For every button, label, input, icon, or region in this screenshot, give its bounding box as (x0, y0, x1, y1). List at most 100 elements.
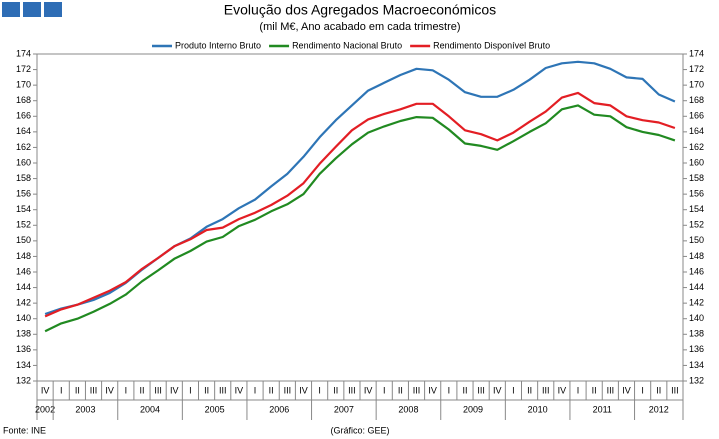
x-tick-label: II (656, 385, 661, 395)
y-tick-label: 146 (16, 266, 31, 276)
year-label: 2007 (334, 404, 354, 414)
x-tick-label: III (607, 385, 615, 395)
x-tick-label: IV (558, 385, 567, 395)
y2-tick-label: 158 (689, 173, 704, 183)
y-tick-label: 144 (16, 282, 31, 292)
x-tick-label: II (462, 385, 467, 395)
y2-tick-label: 134 (689, 360, 704, 370)
year-label: 2004 (140, 404, 160, 414)
y2-tick-label: 166 (689, 111, 704, 121)
y2-tick-label: 146 (689, 266, 704, 276)
x-tick-label: III (219, 385, 227, 395)
x-tick-label: I (383, 385, 386, 395)
chart-title: Evolução dos Agregados Macroeconómicos (224, 2, 496, 18)
x-tick-label: II (398, 385, 403, 395)
y2-tick-label: 154 (689, 204, 704, 214)
x-tick-label: III (671, 385, 679, 395)
x-tick-label: II (333, 385, 338, 395)
y-tick-label: 138 (16, 329, 31, 339)
x-tick-label: II (139, 385, 144, 395)
x-tick-label: I (125, 385, 128, 395)
y-tick-label: 170 (16, 80, 31, 90)
y2-tick-label: 136 (689, 344, 704, 354)
y2-tick-label: 150 (689, 235, 704, 245)
credit: (Gráfico: GEE) (330, 425, 389, 435)
logo-square (44, 2, 62, 17)
x-tick-label: III (284, 385, 292, 395)
y-tick-label: 174 (16, 48, 31, 58)
y-tick-label: 162 (16, 142, 31, 152)
year-label: 2011 (593, 404, 612, 414)
x-tick-label: II (592, 385, 597, 395)
y2-tick-label: 138 (689, 329, 704, 339)
y2-tick-label: 170 (689, 80, 704, 90)
series-line (44, 91, 676, 318)
year-label: 2008 (398, 404, 418, 414)
y-tick-label: 142 (16, 298, 31, 308)
y-tick-label: 150 (16, 235, 31, 245)
x-tick-label: I (577, 385, 580, 395)
plot-area (36, 53, 684, 382)
y-tick-label: 154 (16, 204, 31, 214)
x-tick-label: IV (428, 385, 437, 395)
x-tick-label: IV (493, 385, 502, 395)
x-tick-label: III (154, 385, 162, 395)
y-tick-label: 156 (16, 189, 31, 199)
year-label: 2002 (35, 404, 55, 414)
x-tick-label: I (448, 385, 451, 395)
y2-tick-label: 174 (689, 48, 704, 58)
x-tick-label: I (512, 385, 515, 395)
x-tick-label: IV (105, 385, 114, 395)
source: Fonte: INE (3, 425, 46, 435)
y2-tick-label: 168 (689, 95, 704, 105)
y2-tick-label: 144 (689, 282, 704, 292)
y-tick-label: 136 (16, 344, 31, 354)
year-label: 2010 (528, 404, 548, 414)
y-tick-label: 172 (16, 64, 31, 74)
x-tick-label: IV (622, 385, 631, 395)
legend-label: Rendimento Nacional Bruto (292, 40, 402, 50)
x-tick-label: III (348, 385, 356, 395)
x-tick-label: IV (299, 385, 308, 395)
legend-label: Produto Interno Bruto (175, 40, 261, 50)
y-tick-label: 158 (16, 173, 31, 183)
y2-tick-label: 148 (689, 251, 704, 261)
year-label: 2012 (649, 404, 669, 414)
series-line (44, 104, 676, 333)
x-tick-label: II (269, 385, 274, 395)
x-tick-label: I (189, 385, 192, 395)
x-tick-label: IV (364, 385, 373, 395)
chart-subtitle: (mil M€, Ano acabado em cada trimestre) (259, 21, 460, 33)
x-tick-label: I (60, 385, 63, 395)
series-line (44, 60, 676, 316)
y2-tick-label: 152 (689, 220, 704, 230)
year-label: 2009 (463, 404, 483, 414)
x-tick-label: III (90, 385, 98, 395)
x-tick-label: I (318, 385, 321, 395)
x-tick-label: I (641, 385, 644, 395)
y2-tick-label: 162 (689, 142, 704, 152)
logo-square (23, 2, 41, 17)
y2-tick-label: 172 (689, 64, 704, 74)
x-tick-label: III (542, 385, 550, 395)
x-tick-label: IV (41, 385, 50, 395)
x-tick-label: II (527, 385, 532, 395)
year-label: 2003 (75, 404, 95, 414)
x-tick-label: II (75, 385, 80, 395)
y2-tick-label: 156 (689, 189, 704, 199)
x-tick-label: III (413, 385, 421, 395)
year-label: 2005 (205, 404, 225, 414)
x-tick-label: IV (170, 385, 179, 395)
y2-tick-label: 160 (689, 157, 704, 167)
x-tick-label: II (204, 385, 209, 395)
y-tick-label: 168 (16, 95, 31, 105)
y-tick-label: 148 (16, 251, 31, 261)
y-tick-label: 132 (16, 375, 31, 385)
y-tick-label: 152 (16, 220, 31, 230)
y2-tick-label: 142 (689, 298, 704, 308)
y-tick-label: 164 (16, 126, 31, 136)
y-tick-label: 134 (16, 360, 31, 370)
logo-square (2, 2, 20, 17)
y-tick-label: 166 (16, 111, 31, 121)
